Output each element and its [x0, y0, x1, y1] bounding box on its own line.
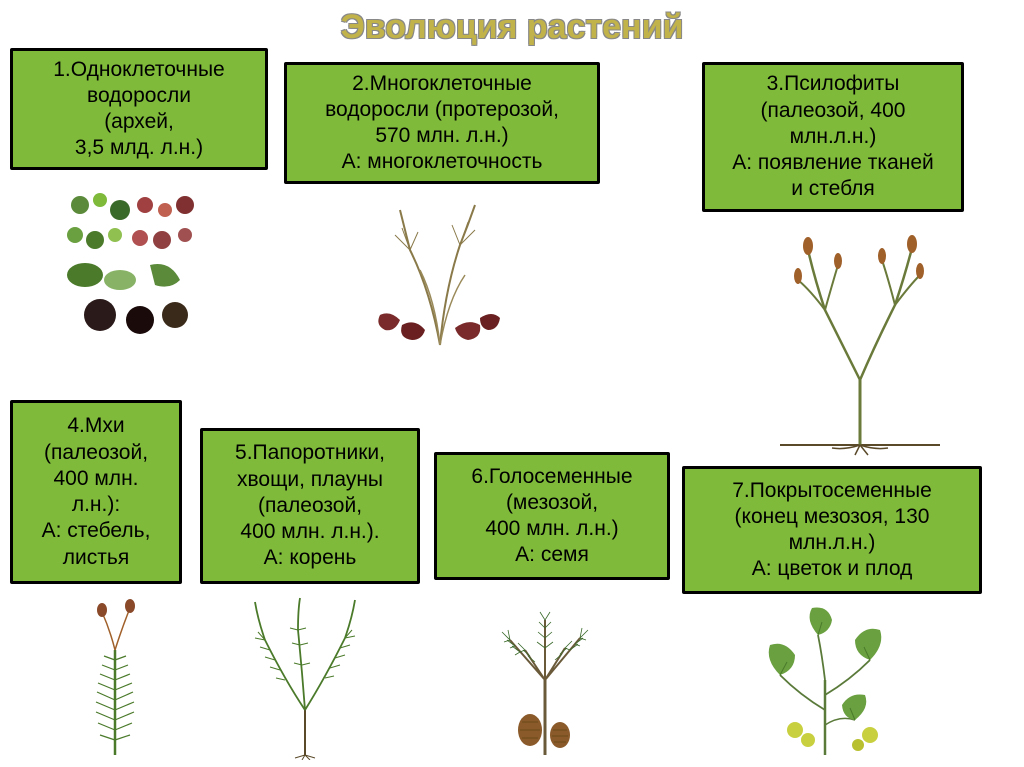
box-line: л.н.):: [72, 492, 120, 518]
box-line: водоросли (протерозой,: [325, 97, 559, 123]
box-line: млн.л.н.): [789, 530, 876, 556]
stage-box-6-gymnosperms: 6.Голосеменные(мезозой,400 млн. л.н.)А: …: [434, 452, 670, 580]
box-line: А: стебель,: [42, 518, 151, 544]
box-line: А: семя: [515, 542, 589, 568]
box-line: 7.Покрытосеменные: [732, 478, 932, 504]
box-line: 400 млн. л.н.).: [240, 519, 379, 545]
box-line: 400 млн. л.н.): [485, 516, 618, 542]
box-line: и стебля: [791, 176, 875, 202]
box-line: А: корень: [264, 545, 357, 571]
box-line: А: появление тканей: [732, 150, 934, 176]
box-line: листья: [63, 545, 129, 571]
page-title: Эволюция растений: [341, 8, 684, 47]
box-line: 400 млн.: [54, 466, 139, 492]
illustration-psilophyte: [760, 220, 960, 460]
stage-box-4-mosses: 4.Мхи(палеозой,400 млн.л.н.):А: стебель,…: [10, 400, 182, 584]
box-line: 5.Папоротники,: [235, 440, 385, 466]
box-line: (архей,: [104, 109, 174, 135]
stage-box-2-multicellular-algae: 2.Многоклеточныеводоросли (протерозой,57…: [284, 62, 600, 184]
illustration-conifer: [460, 590, 630, 760]
illustration-moss: [60, 590, 170, 760]
box-line: (палеозой, 400: [761, 98, 906, 124]
stage-box-5-ferns: 5.Папоротники,хвощи, плауны(палеозой,400…: [200, 428, 420, 584]
stage-box-7-angiosperms: 7.Покрытосеменные(конец мезозоя, 130млн.…: [682, 466, 982, 594]
box-line: 3,5 млд. л.н.): [75, 135, 203, 161]
illustration-microalgae: [50, 180, 220, 350]
box-line: 1.Одноклеточные: [53, 57, 225, 83]
box-line: хвощи, плауны: [237, 467, 383, 493]
box-line: водоросли: [87, 83, 191, 109]
stage-box-3-psilophytes: 3.Псилофиты(палеозой, 400млн.л.н.)А: поя…: [702, 62, 964, 212]
box-line: (палеозой,: [44, 440, 148, 466]
box-line: (конец мезозоя, 130: [735, 504, 930, 530]
box-line: (мезозой,: [506, 490, 598, 516]
box-line: 570 млн. л.н.): [375, 123, 508, 149]
illustration-macroalgae: [340, 190, 540, 350]
box-line: 4.Мхи: [67, 413, 124, 439]
illustration-fern: [230, 590, 380, 760]
box-line: А: многоклеточность: [342, 149, 543, 175]
box-line: млн.л.н.): [790, 124, 877, 150]
box-line: 6.Голосеменные: [471, 464, 632, 490]
box-line: А: цветок и плод: [752, 556, 913, 582]
stage-box-1-unicellular-algae: 1.Одноклеточныеводоросли(архей,3,5 млд. …: [10, 48, 268, 170]
box-line: (палеозой,: [258, 493, 362, 519]
illustration-flowering: [740, 600, 910, 760]
box-line: 2.Многоклеточные: [352, 71, 532, 97]
box-line: 3.Псилофиты: [767, 71, 900, 97]
